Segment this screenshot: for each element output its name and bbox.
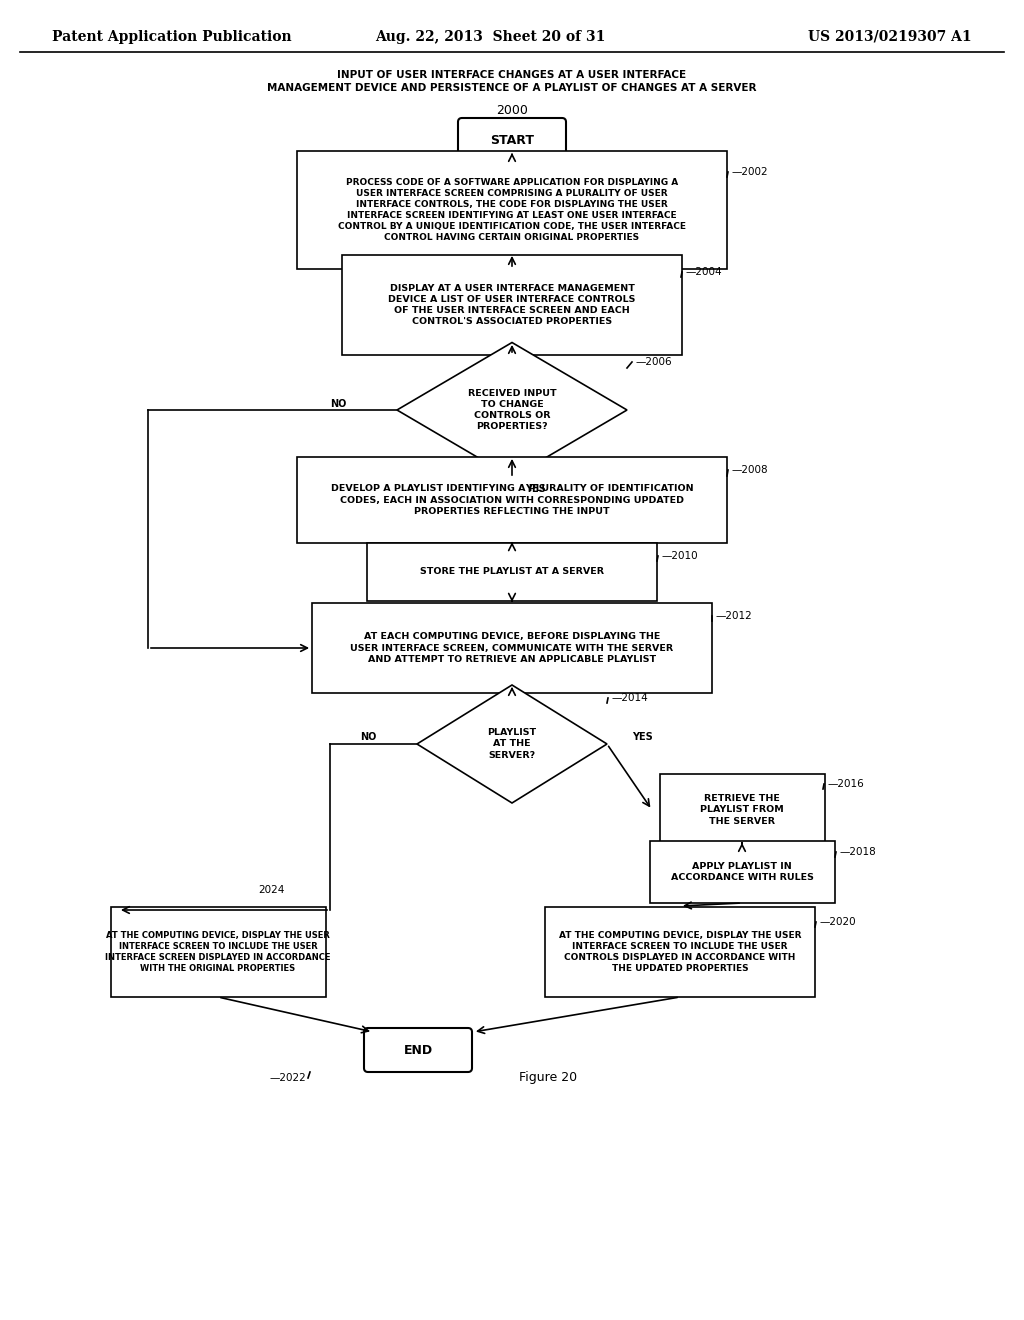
Text: US 2013/0219307 A1: US 2013/0219307 A1 xyxy=(808,30,972,44)
Polygon shape xyxy=(397,342,627,478)
Text: START: START xyxy=(490,133,534,147)
Text: NO: NO xyxy=(330,399,346,409)
Text: —2016: —2016 xyxy=(828,779,864,789)
Text: —2020: —2020 xyxy=(820,917,857,927)
Text: DEVELOP A PLAYLIST IDENTIFYING A PLURALITY OF IDENTIFICATION
CODES, EACH IN ASSO: DEVELOP A PLAYLIST IDENTIFYING A PLURALI… xyxy=(331,484,693,516)
Text: Figure 20: Figure 20 xyxy=(519,1072,578,1085)
Text: —2014: —2014 xyxy=(612,693,649,704)
Text: —2022: —2022 xyxy=(270,1073,307,1082)
Text: YES: YES xyxy=(525,484,546,494)
Text: —2006: —2006 xyxy=(636,356,673,367)
Polygon shape xyxy=(417,685,607,803)
Text: Patent Application Publication: Patent Application Publication xyxy=(52,30,292,44)
Bar xyxy=(367,543,657,601)
Text: RECEIVED INPUT
TO CHANGE
CONTROLS OR
PROPERTIES?: RECEIVED INPUT TO CHANGE CONTROLS OR PRO… xyxy=(468,389,556,432)
Text: —2012: —2012 xyxy=(716,611,753,620)
Bar xyxy=(342,255,682,355)
Text: —2002: —2002 xyxy=(732,168,769,177)
Bar xyxy=(545,907,815,997)
Text: YES: YES xyxy=(632,733,652,742)
Text: STORE THE PLAYLIST AT A SERVER: STORE THE PLAYLIST AT A SERVER xyxy=(420,568,604,577)
Bar xyxy=(297,150,727,269)
Text: 2000: 2000 xyxy=(496,103,528,116)
FancyBboxPatch shape xyxy=(364,1028,472,1072)
Text: 2024: 2024 xyxy=(258,884,285,895)
Text: —2010: —2010 xyxy=(662,550,698,561)
Text: —2018: —2018 xyxy=(840,847,877,857)
Text: DISPLAY AT A USER INTERFACE MANAGEMENT
DEVICE A LIST OF USER INTERFACE CONTROLS
: DISPLAY AT A USER INTERFACE MANAGEMENT D… xyxy=(388,284,636,326)
Text: AT THE COMPUTING DEVICE, DISPLAY THE USER
INTERFACE SCREEN TO INCLUDE THE USER
C: AT THE COMPUTING DEVICE, DISPLAY THE USE… xyxy=(559,931,801,973)
Bar xyxy=(297,457,727,543)
Text: PLAYLIST
AT THE
SERVER?: PLAYLIST AT THE SERVER? xyxy=(487,729,537,759)
Text: APPLY PLAYLIST IN
ACCORDANCE WITH RULES: APPLY PLAYLIST IN ACCORDANCE WITH RULES xyxy=(671,862,813,882)
Text: NO: NO xyxy=(360,733,377,742)
Text: —2008: —2008 xyxy=(732,465,769,475)
Text: PROCESS CODE OF A SOFTWARE APPLICATION FOR DISPLAYING A
USER INTERFACE SCREEN CO: PROCESS CODE OF A SOFTWARE APPLICATION F… xyxy=(338,178,686,243)
Text: INPUT OF USER INTERFACE CHANGES AT A USER INTERFACE: INPUT OF USER INTERFACE CHANGES AT A USE… xyxy=(338,70,686,81)
Bar xyxy=(111,907,326,997)
Text: —2004: —2004 xyxy=(686,267,723,277)
Text: AT EACH COMPUTING DEVICE, BEFORE DISPLAYING THE
USER INTERFACE SCREEN, COMMUNICA: AT EACH COMPUTING DEVICE, BEFORE DISPLAY… xyxy=(350,632,674,664)
Bar xyxy=(659,774,824,846)
Text: MANAGEMENT DEVICE AND PERSISTENCE OF A PLAYLIST OF CHANGES AT A SERVER: MANAGEMENT DEVICE AND PERSISTENCE OF A P… xyxy=(267,83,757,92)
Bar xyxy=(312,603,712,693)
Text: AT THE COMPUTING DEVICE, DISPLAY THE USER
INTERFACE SCREEN TO INCLUDE THE USER
I: AT THE COMPUTING DEVICE, DISPLAY THE USE… xyxy=(105,931,331,973)
FancyBboxPatch shape xyxy=(458,117,566,162)
Text: END: END xyxy=(403,1044,432,1056)
Bar xyxy=(649,841,835,903)
Text: Aug. 22, 2013  Sheet 20 of 31: Aug. 22, 2013 Sheet 20 of 31 xyxy=(375,30,605,44)
Text: RETRIEVE THE
PLAYLIST FROM
THE SERVER: RETRIEVE THE PLAYLIST FROM THE SERVER xyxy=(700,795,784,825)
